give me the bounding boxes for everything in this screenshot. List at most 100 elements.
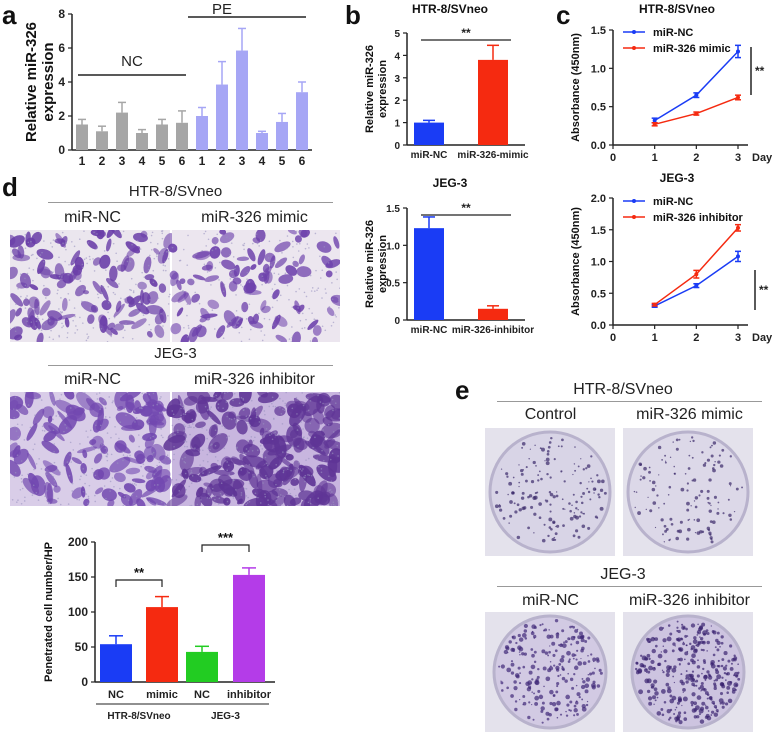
colony-dot [710, 714, 713, 716]
pore-dot [295, 396, 298, 399]
colony-dot [664, 659, 667, 663]
colony-dot [520, 496, 525, 500]
a-x-tick-label: 1 [79, 154, 86, 168]
colony-dot [519, 653, 521, 656]
pore-dot [26, 272, 29, 275]
colony-dot [674, 708, 677, 711]
cell-blob [298, 468, 308, 492]
colony-dot [676, 637, 682, 642]
colony-dot [549, 503, 552, 506]
cell-blob [73, 407, 85, 416]
d-y-tick-label: 150 [68, 570, 88, 584]
pore-dot [213, 328, 216, 330]
cell-blob [320, 482, 337, 498]
colony-dot [567, 672, 570, 675]
colony-dot [576, 649, 579, 652]
colony-dot [665, 527, 669, 531]
colony-dot [706, 458, 711, 462]
colony-dot [573, 714, 576, 717]
pore-dot [271, 306, 274, 309]
cell-blob [194, 495, 202, 506]
pore-dot [311, 392, 313, 395]
pore-dot [202, 472, 204, 474]
colony-dot [580, 684, 586, 690]
colony-dot [679, 520, 683, 524]
c1-y-tick-label: 1.0 [591, 63, 606, 75]
pore-dot [321, 449, 323, 452]
pore-dot [21, 424, 23, 426]
b2-bar [414, 228, 444, 320]
colony-dot [690, 505, 692, 507]
c1-y-tick-label: 1.5 [591, 25, 606, 37]
cell-blob [124, 296, 133, 304]
colony-dot [635, 491, 638, 493]
colony-dot [527, 715, 531, 720]
d-sig-label: *** [218, 530, 234, 545]
pore-dot [171, 424, 174, 427]
colony-dot [676, 701, 680, 705]
pore-dot [219, 261, 221, 264]
colony-dot [684, 651, 689, 656]
pore-dot [122, 454, 125, 456]
colony-dot [509, 500, 513, 504]
b1-title: HTR-8/SVneo [412, 2, 488, 16]
d-y-tick-label: 0 [81, 675, 88, 689]
colony-dot [646, 653, 651, 658]
colony-dot [601, 479, 605, 484]
cell-blob [167, 431, 187, 444]
colony-dot [694, 505, 698, 509]
pore-dot [136, 310, 138, 313]
pore-dot [258, 312, 260, 315]
cell-blob [109, 456, 131, 473]
pore-dot [102, 285, 105, 288]
colony-dot [733, 510, 736, 513]
c2-y-tick-label: 2.0 [591, 193, 606, 205]
a-bar [256, 133, 268, 150]
pore-dot [107, 311, 109, 314]
colony-dot [716, 631, 720, 635]
pore-dot [14, 396, 17, 399]
colony-dot [585, 467, 588, 470]
colony-dot [528, 670, 533, 675]
cell-blob [221, 259, 236, 270]
cell-blob [63, 392, 75, 400]
pore-dot [320, 468, 323, 470]
pore-dot [183, 424, 185, 426]
cell-blob [82, 290, 90, 295]
pore-dot [262, 482, 264, 484]
pore-dot [232, 478, 235, 481]
pore-dot [331, 491, 333, 493]
cell-blob [77, 446, 98, 454]
colony-dot [712, 441, 717, 445]
colony-dot [707, 710, 710, 712]
colony-dot [662, 627, 665, 629]
pore-dot [245, 503, 248, 506]
pore-dot [319, 255, 321, 258]
colony-dot [580, 495, 583, 498]
pore-dot [270, 274, 273, 277]
colony-dot [647, 496, 649, 499]
pore-dot [252, 242, 254, 245]
colony-dot [725, 679, 727, 681]
pore-dot [14, 471, 17, 474]
colony-dot [557, 674, 560, 678]
pore-dot [205, 429, 208, 431]
colony-dot [729, 680, 733, 684]
pore-dot [102, 400, 105, 402]
colony-dot [703, 661, 707, 664]
colony-dot [640, 475, 642, 477]
e-bot-colony-plates [485, 612, 753, 732]
d-sig-label: ** [134, 565, 145, 580]
colony-dot [696, 674, 700, 678]
colony-dot [681, 625, 686, 630]
pore-dot [87, 436, 89, 438]
pore-dot [114, 230, 116, 232]
pore-dot [16, 423, 19, 426]
pore-dot [54, 470, 57, 473]
pore-dot [21, 487, 24, 490]
colony-dot [525, 466, 528, 469]
pore-dot [174, 484, 176, 486]
pore-dot [187, 426, 189, 429]
colony-dot [696, 695, 702, 700]
cell-blob [239, 453, 255, 475]
